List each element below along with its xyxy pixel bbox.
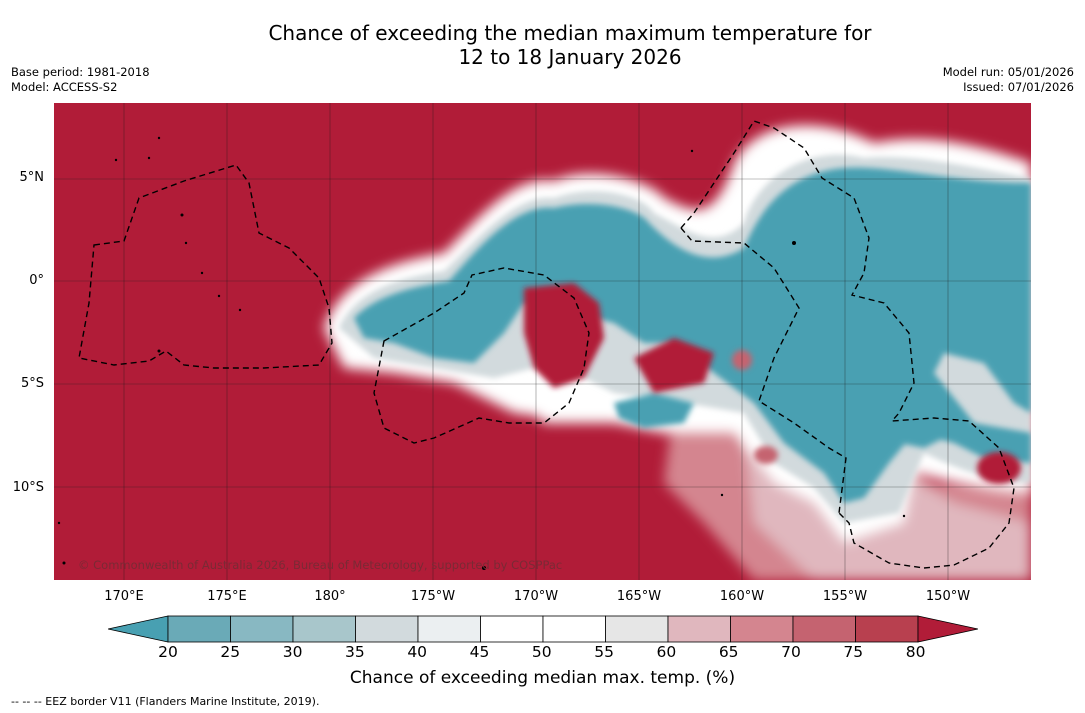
graticule [54,103,1031,580]
colorbar-tick-label: 25 [220,643,241,661]
colorbar-segment [730,615,794,643]
lon-label: 175°E [207,589,247,604]
island [62,561,66,565]
island [792,241,796,245]
eez-border [680,120,1015,569]
colorbar-tick-label: 20 [158,643,178,661]
eez-border [680,227,847,514]
colorbar-tick-label: 40 [407,643,428,661]
lon-label: 170°W [513,589,559,604]
island [902,514,906,518]
island [238,308,242,312]
meta-left: Base period: 1981-2018 Model: ACCESS-S2 [11,65,150,95]
title-line-1: Chance of exceeding the median maximum t… [268,21,872,45]
issued-date: Issued: 07/01/2026 [963,80,1074,94]
colorbar-tick-label: 70 [781,643,801,661]
lon-label: 160°W [719,589,765,604]
lon-label: 175°W [410,589,456,604]
lat-label: 5°N [19,170,45,185]
colorbar-tick-label: 65 [718,643,739,661]
island [57,521,61,525]
colorbar-segment [542,615,606,643]
title-line-2: 12 to 18 January 2026 [458,45,682,69]
lat-label: 0° [29,273,44,288]
lon-label: 180° [314,589,346,604]
chart-title: Chance of exceeding the median maximum t… [0,21,1085,69]
colorbar-segment [167,615,231,643]
colorbar-title: Chance of exceeding median max. temp. (%… [349,668,736,688]
model-name: Model: ACCESS-S2 [11,80,118,94]
model-run: Model run: 05/01/2026 [942,65,1074,79]
island [217,294,221,298]
colorbar-segment [480,615,544,643]
red-pockets [524,283,1021,484]
eez-legend: -- -- -- EEZ border V11 (Flanders Marine… [11,695,320,708]
island [157,136,161,140]
below-median-zone [354,167,1031,503]
forecast-map [54,103,1031,580]
lon-label: 150°W [925,589,971,604]
islands [57,136,906,570]
lon-label: 170°E [104,589,144,604]
eez-borders [78,120,1015,569]
island [720,493,724,497]
lat-label: 10°S [12,480,44,495]
base-period: Base period: 1981-2018 [11,65,150,79]
map-svg [54,103,1031,580]
colorbar-segment [292,615,356,643]
island [690,149,694,153]
colorbar [108,615,978,643]
island [482,566,486,570]
colorbar-segment [605,615,669,643]
colorbar-tick-label: 60 [656,643,677,661]
eez-border [78,164,333,369]
colorbar-segment [230,615,294,643]
colorbar-tick-label: 45 [469,643,490,661]
colorbar-tick-label: 50 [531,643,552,661]
island [114,158,118,162]
colorbar-tick-label: 55 [594,643,614,661]
meta-right: Model run: 05/01/2026 Issued: 07/01/2026 [943,65,1074,95]
copyright-note: © Commonwealth of Australia 2026, Bureau… [78,558,563,572]
lon-label: 165°W [616,589,662,604]
island [147,156,151,160]
island [200,271,204,275]
colorbar-segment [355,615,419,643]
colorbar-tick-label: 35 [345,643,365,661]
colorbar-arrow-low [108,615,169,643]
colorbar-tick-label: 80 [905,643,926,661]
colorbar-tick-label: 30 [282,643,303,661]
island [157,349,161,353]
lat-label: 5°S [20,376,44,391]
colorbar-segment [667,615,731,643]
colorbar-segment [855,615,919,643]
colorbar-segment [792,615,856,643]
colorbar-segment [417,615,481,643]
island [184,241,188,245]
lon-label: 155°W [822,589,868,604]
island [180,213,184,217]
colorbar-arrow-high [917,615,978,643]
colorbar-tick-label: 75 [843,643,864,661]
